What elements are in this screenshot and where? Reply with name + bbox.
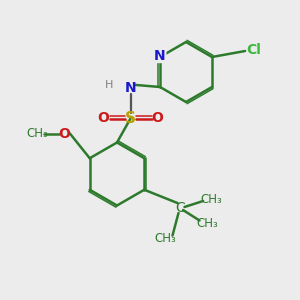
Text: H: H: [105, 80, 114, 91]
Text: CH₃: CH₃: [27, 127, 48, 140]
Text: O: O: [152, 112, 164, 125]
Text: S: S: [125, 111, 136, 126]
Text: O: O: [58, 127, 70, 140]
Text: Cl: Cl: [246, 43, 261, 56]
Text: N: N: [125, 82, 136, 95]
Text: C: C: [175, 202, 185, 215]
Text: CH₃: CH₃: [201, 193, 222, 206]
Text: N: N: [154, 49, 166, 62]
Text: CH₃: CH₃: [154, 232, 176, 245]
Text: O: O: [98, 112, 110, 125]
Text: CH₃: CH₃: [196, 217, 218, 230]
